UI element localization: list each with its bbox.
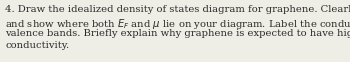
- Text: conductivity.: conductivity.: [5, 41, 69, 50]
- Text: 4. Draw the idealized density of states diagram for graphene. Clearly label your: 4. Draw the idealized density of states …: [5, 5, 350, 14]
- Text: and show where both $\mathit{E_F}$ and $\mathit{\mu}$ lie on your diagram. Label: and show where both $\mathit{E_F}$ and $…: [5, 17, 350, 31]
- Text: valence bands. Briefly explain why graphene is expected to have high in-plane: valence bands. Briefly explain why graph…: [5, 29, 350, 38]
